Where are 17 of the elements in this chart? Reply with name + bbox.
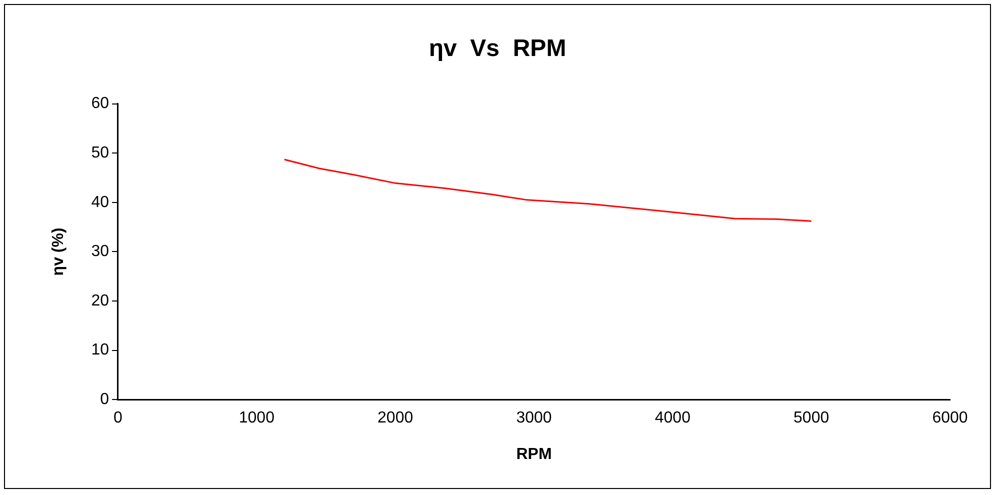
x-tick-label: 6000 bbox=[932, 410, 968, 427]
y-tick-label: 40 bbox=[91, 194, 110, 211]
x-tick-label: 4000 bbox=[654, 410, 691, 427]
x-tick-label: 1000 bbox=[238, 410, 275, 427]
y-tick-label: 20 bbox=[91, 292, 110, 310]
x-tick-label: 2000 bbox=[378, 410, 414, 427]
y-axis-title: ηv (%) bbox=[50, 228, 68, 276]
x-axis-title: RPM bbox=[516, 446, 552, 463]
y-tick-label: 30 bbox=[91, 243, 110, 260]
y-tick-label: 0 bbox=[100, 391, 110, 408]
y-tick-label: 50 bbox=[91, 144, 110, 162]
y-tick-label: 10 bbox=[91, 342, 110, 359]
x-tick-label: 5000 bbox=[794, 410, 830, 427]
x-tick-label: 3000 bbox=[516, 410, 552, 427]
y-tick-label: 60 bbox=[91, 95, 110, 112]
chart-title: ηv Vs RPM bbox=[428, 35, 566, 62]
x-tick-label: 0 bbox=[114, 410, 123, 427]
